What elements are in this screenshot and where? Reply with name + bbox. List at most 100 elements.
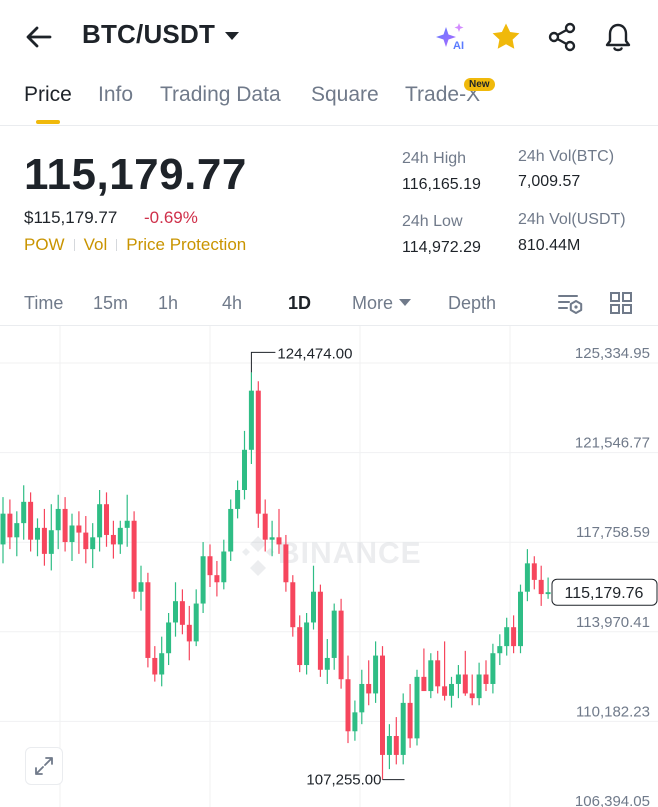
candle [110, 520, 116, 559]
candle [304, 613, 310, 675]
chevron-down-icon [225, 32, 240, 40]
candle [138, 565, 144, 611]
candle [104, 492, 109, 547]
candle-body [117, 527, 123, 545]
candle [462, 650, 468, 696]
interval-4h[interactable]: 4h [222, 293, 243, 313]
pair-selector[interactable]: BTC/USDT [82, 19, 240, 50]
candle-body [414, 676, 420, 739]
candle-body [345, 679, 351, 732]
candle-body [235, 490, 241, 509]
candle [248, 372, 254, 464]
candle [338, 598, 344, 689]
candle-body [435, 660, 441, 687]
candle-body [449, 683, 454, 696]
chevron-down-icon [399, 299, 412, 306]
candle [193, 589, 199, 647]
bell-icon[interactable] [601, 20, 635, 54]
candle-body [7, 513, 13, 538]
candle [21, 485, 27, 540]
candle-body [373, 655, 379, 694]
candle-body [483, 674, 489, 684]
candle-body [83, 532, 89, 550]
current-price-tag [551, 578, 658, 606]
candle-body [55, 508, 61, 531]
candle-body [338, 610, 344, 680]
interval-15m[interactable]: 15m [93, 293, 129, 313]
candle-body [35, 527, 40, 540]
candle [428, 653, 434, 699]
candle-body [545, 592, 551, 595]
candle-body [524, 563, 530, 592]
candle [455, 665, 461, 699]
candle [186, 605, 192, 661]
candle [55, 494, 61, 550]
candle [449, 676, 454, 708]
depth-tab[interactable]: Depth [448, 293, 497, 313]
interval-time[interactable]: Time [24, 293, 64, 313]
candle-body [290, 582, 296, 628]
star-icon[interactable] [489, 20, 523, 54]
candle [7, 499, 13, 550]
candle-body [352, 712, 358, 732]
candle-body [393, 735, 399, 755]
candle [469, 674, 475, 706]
tab-info[interactable]: Info [98, 83, 134, 106]
candle-body [159, 653, 165, 675]
interval-1d[interactable]: 1D [288, 293, 312, 313]
candle-body [0, 513, 6, 545]
watermark-text: BINANCE [278, 537, 422, 570]
last-price: 115,179.77 [24, 150, 247, 199]
candle-body [455, 674, 461, 684]
more-dropdown[interactable]: More [352, 293, 412, 314]
tag-price-protection[interactable]: Price Protection [126, 235, 247, 254]
candle [373, 641, 379, 703]
candle-body [76, 525, 82, 533]
expand-chart-button[interactable] [25, 747, 63, 785]
candle [366, 660, 372, 706]
tab-trading-data[interactable]: Trading Data [160, 83, 281, 106]
candle-body [511, 627, 517, 647]
candle-body [214, 575, 220, 583]
candle [262, 499, 268, 552]
candle-body [428, 660, 434, 692]
active-tab-indicator [36, 120, 60, 124]
candle [166, 613, 172, 666]
indicator-settings-icon[interactable] [557, 290, 585, 321]
candle [442, 641, 448, 701]
tab-price[interactable]: Price [24, 83, 72, 106]
interval-1h[interactable]: 1h [158, 293, 179, 313]
candle-body [304, 622, 310, 666]
candlestick-chart[interactable]: BINANCE 124,474.00 107,255.00 115,179.76 1… [0, 326, 658, 807]
candle [117, 520, 123, 554]
low-value: 114,972.29 [402, 239, 481, 256]
tag-vol[interactable]: Vol [83, 235, 108, 254]
grid-layout-icon[interactable] [609, 291, 633, 320]
tag-row: POW Vol Price Protection [24, 235, 246, 255]
back-arrow-icon[interactable] [22, 20, 56, 54]
ai-sparkle-icon[interactable]: AI [434, 20, 468, 54]
y-tick-label: 117,758.59 [576, 524, 650, 541]
high-value: 116,165.19 [402, 176, 481, 193]
tag-pow[interactable]: POW [24, 235, 65, 254]
candle-body [69, 525, 75, 543]
candle-body [380, 655, 385, 755]
candle [490, 643, 496, 694]
candle [124, 494, 130, 547]
candle [311, 565, 316, 630]
candle [331, 603, 337, 670]
candle [393, 717, 399, 765]
candle [145, 572, 151, 668]
candle-body [421, 676, 427, 692]
tab-trade-x[interactable]: Trade-X [405, 83, 481, 106]
share-icon[interactable] [545, 20, 579, 54]
new-badge: New [464, 78, 495, 91]
candle [41, 508, 47, 566]
candle [83, 516, 89, 564]
candle-body [248, 390, 254, 450]
candle-body [242, 449, 247, 491]
tab-square[interactable]: Square [311, 83, 379, 106]
candle [324, 639, 330, 684]
candle [14, 511, 20, 557]
candle-body [110, 534, 116, 545]
